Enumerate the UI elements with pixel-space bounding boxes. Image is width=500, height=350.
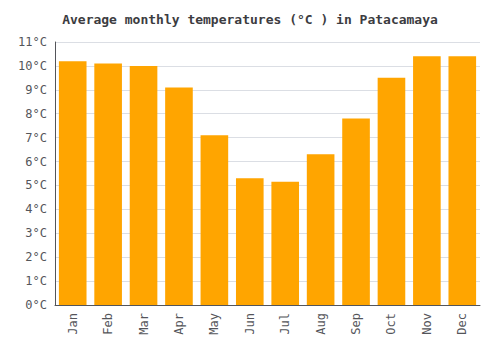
svg-text:Nov: Nov bbox=[420, 313, 434, 335]
svg-text:Dec: Dec bbox=[455, 313, 469, 335]
svg-text:Average monthly temperatures (: Average monthly temperatures (°C ) in Pa… bbox=[62, 12, 438, 27]
svg-text:1°C: 1°C bbox=[25, 274, 47, 288]
svg-text:4°C: 4°C bbox=[25, 202, 47, 216]
svg-text:Mar: Mar bbox=[137, 313, 151, 335]
svg-text:7°C: 7°C bbox=[25, 131, 47, 145]
svg-text:2°C: 2°C bbox=[25, 250, 47, 264]
svg-text:11°C: 11°C bbox=[18, 35, 47, 49]
svg-text:Feb: Feb bbox=[101, 313, 115, 335]
svg-text:May: May bbox=[207, 313, 221, 335]
svg-text:10°C: 10°C bbox=[18, 59, 47, 73]
svg-text:3°C: 3°C bbox=[25, 226, 47, 240]
svg-text:6°C: 6°C bbox=[25, 155, 47, 169]
svg-text:Oct: Oct bbox=[384, 313, 398, 335]
svg-text:Apr: Apr bbox=[172, 313, 186, 335]
svg-text:9°C: 9°C bbox=[25, 83, 47, 97]
svg-text:Jun: Jun bbox=[243, 313, 257, 335]
svg-text:0°C: 0°C bbox=[25, 298, 47, 312]
svg-text:8°C: 8°C bbox=[25, 107, 47, 121]
svg-text:Sep: Sep bbox=[349, 313, 363, 335]
svg-text:Jul: Jul bbox=[278, 313, 292, 335]
svg-text:Aug: Aug bbox=[314, 313, 328, 335]
svg-text:5°C: 5°C bbox=[25, 178, 47, 192]
svg-text:Jan: Jan bbox=[66, 313, 80, 335]
